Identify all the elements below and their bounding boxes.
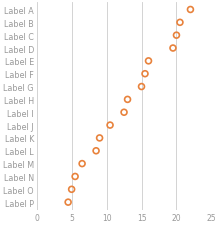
Point [171,47,175,51]
Point [94,149,98,153]
Point [126,98,129,102]
Point [140,85,143,89]
Point [70,188,73,191]
Point [98,136,101,140]
Point [189,9,192,12]
Point [143,73,147,76]
Point [175,34,178,38]
Point [73,175,77,179]
Point [147,60,150,63]
Point [122,111,126,114]
Point [80,162,84,166]
Point [178,21,182,25]
Point [108,124,112,127]
Point [66,200,70,204]
